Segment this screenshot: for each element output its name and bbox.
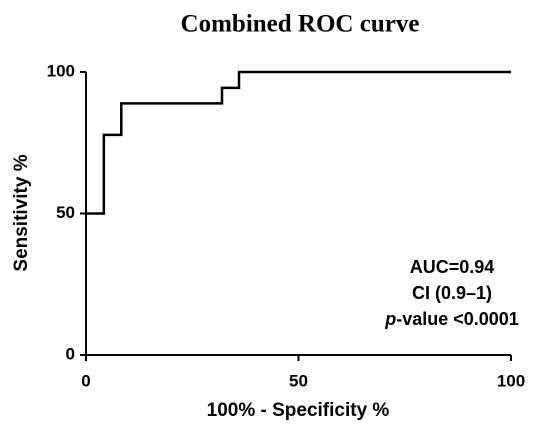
- roc-curve: [86, 70, 511, 215]
- y-axis-label: Sensitivity %: [11, 154, 32, 271]
- x-tick-label: 100: [497, 371, 525, 390]
- y-tick-label: 50: [56, 203, 75, 222]
- p-value-text: -value <0.0001: [396, 309, 519, 329]
- annotation: CI (0.9–1): [412, 283, 492, 303]
- p-symbol: p: [384, 309, 396, 329]
- y-tick-label: 0: [66, 344, 75, 363]
- x-tick-label: 50: [289, 371, 308, 390]
- annotation: p-value <0.0001: [384, 309, 519, 329]
- chart-title: Combined ROC curve: [181, 11, 420, 38]
- annotation: AUC=0.94: [410, 257, 495, 277]
- x-axis-label: 100% - Specificity %: [207, 400, 390, 421]
- y-tick-label: 100: [47, 61, 75, 80]
- x-tick-label: 0: [81, 371, 90, 390]
